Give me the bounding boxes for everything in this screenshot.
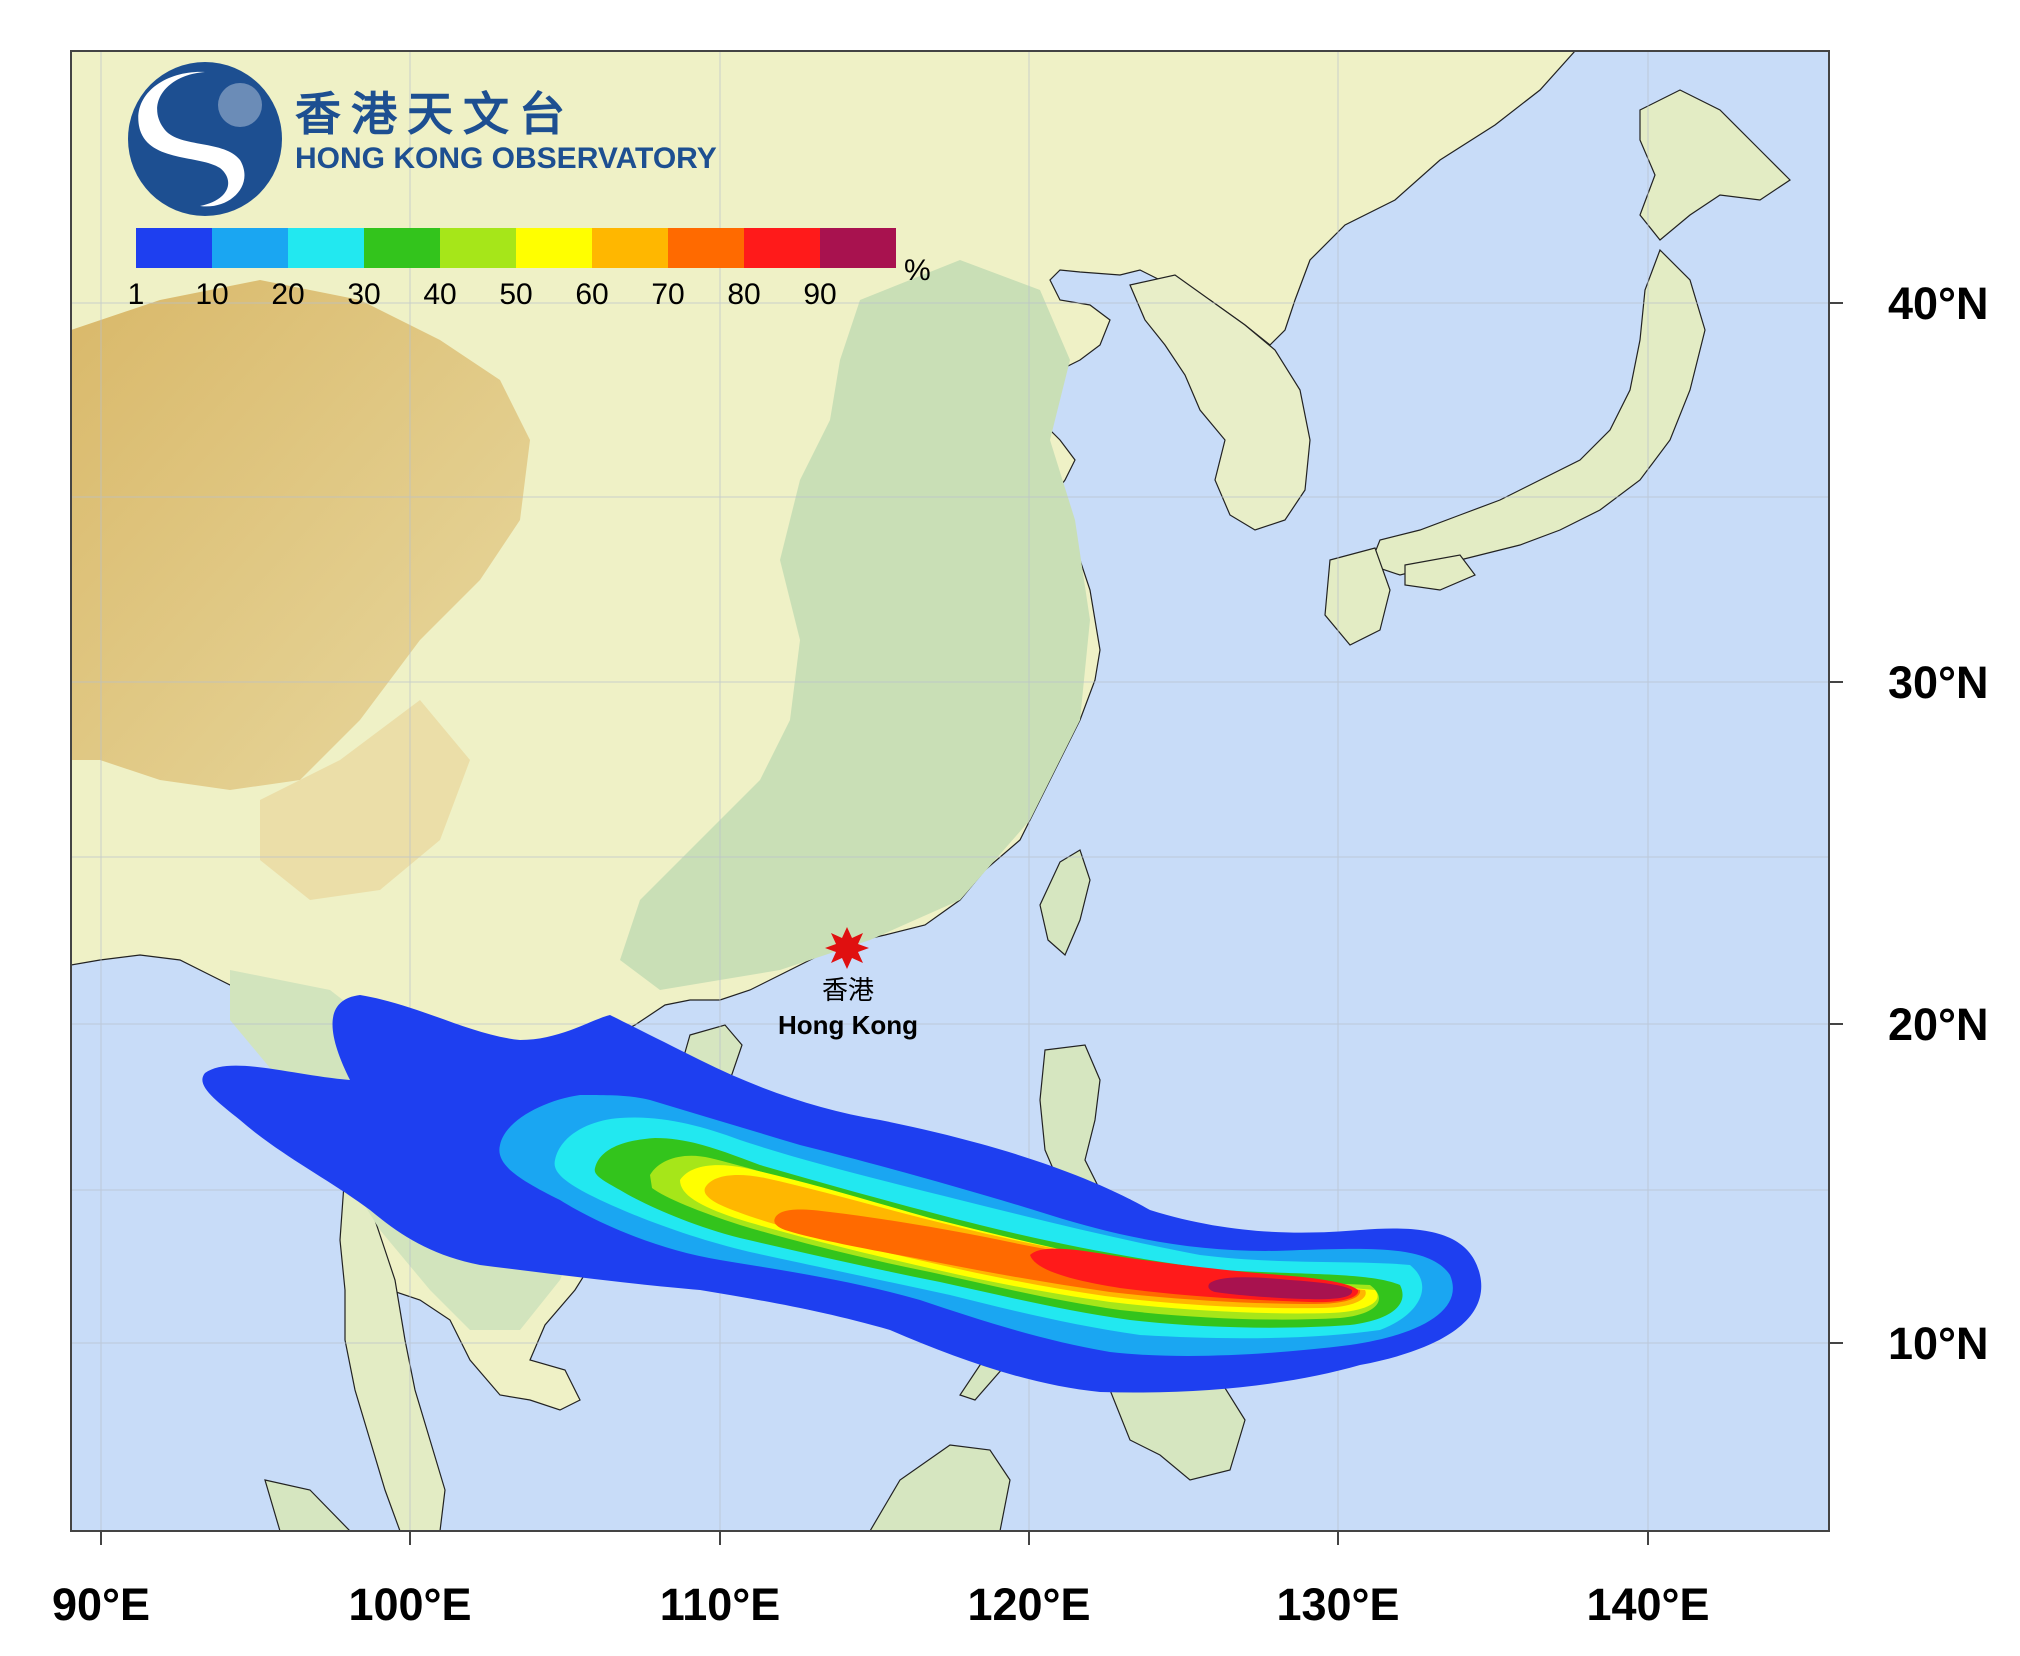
lat-label: 30°N bbox=[1888, 657, 1989, 708]
taiwan bbox=[1039, 849, 1091, 956]
colorbar-swatch bbox=[516, 228, 592, 268]
lon-label: 140°E bbox=[1586, 1579, 1709, 1630]
colorbar-swatch bbox=[136, 228, 212, 268]
japan-honshu bbox=[1369, 248, 1706, 576]
tibetan-plateau bbox=[71, 280, 530, 790]
colorbar-swatch bbox=[288, 228, 364, 268]
hong-kong-star-icon bbox=[825, 927, 869, 969]
sumatra bbox=[264, 1479, 351, 1531]
colorbar-tick-label: 90 bbox=[803, 278, 836, 311]
japan-shikoku bbox=[1404, 554, 1476, 591]
colorbar-swatch bbox=[364, 228, 440, 268]
hong-kong-label-zh: 香港 bbox=[822, 976, 874, 1006]
colorbar-tick-label: 80 bbox=[727, 278, 760, 311]
logo-name-zh: 香港天文台 bbox=[295, 87, 575, 141]
colorbar-swatch bbox=[820, 228, 896, 268]
colorbar-swatch bbox=[440, 228, 516, 268]
colorbar-swatch bbox=[592, 228, 668, 268]
hong-kong-marker: 香港 Hong Kong bbox=[778, 927, 918, 1040]
latitude-labels: 10°N 20°N 30°N 40°N bbox=[1888, 278, 1989, 1369]
lon-label: 130°E bbox=[1276, 1579, 1399, 1630]
colorbar-swatch bbox=[668, 228, 744, 268]
map-frame bbox=[70, 50, 1830, 1532]
japan-hokkaido bbox=[1639, 89, 1791, 241]
colorbar-tick-label: 10 bbox=[195, 278, 228, 311]
hong-kong-label-en: Hong Kong bbox=[778, 1010, 918, 1040]
colorbar-swatch bbox=[744, 228, 820, 268]
colorbar-tick-label: 20 bbox=[271, 278, 304, 311]
borneo bbox=[869, 1444, 1011, 1531]
longitude-labels: 90°E 100°E 110°E 120°E 130°E 140°E bbox=[52, 1579, 1710, 1630]
colorbar-tick-label: 40 bbox=[423, 278, 456, 311]
lat-label: 10°N bbox=[1888, 1318, 1989, 1369]
colorbar-swatch bbox=[212, 228, 288, 268]
colorbar-tick-label: 30 bbox=[347, 278, 380, 311]
axis-ticks bbox=[100, 302, 1843, 1545]
band-90 bbox=[1208, 1277, 1353, 1300]
observatory-logo: 香港天文台 HONG KONG OBSERVATORY bbox=[128, 62, 717, 216]
colorbar-tick-label: 1 bbox=[128, 278, 145, 311]
colorbar-legend: 1 10 20 30 40 50 60 70 80 90% bbox=[128, 228, 931, 311]
lat-label: 40°N bbox=[1888, 278, 1989, 329]
japan-kyushu bbox=[1324, 547, 1391, 646]
lon-label: 120°E bbox=[967, 1579, 1090, 1630]
malay-peninsula bbox=[339, 1168, 446, 1531]
colorbar-tick-label: 60 bbox=[575, 278, 608, 311]
lon-label: 90°E bbox=[52, 1579, 150, 1630]
korean-peninsula bbox=[1129, 274, 1311, 531]
logo-name-en: HONG KONG OBSERVATORY bbox=[295, 142, 717, 175]
colorbar-tick-label: 50 bbox=[499, 278, 532, 311]
colorbar-unit: % bbox=[904, 254, 931, 287]
lat-label: 20°N bbox=[1888, 999, 1989, 1050]
china-lowland bbox=[620, 260, 1090, 990]
lon-label: 110°E bbox=[660, 1579, 781, 1630]
lon-label: 100°E bbox=[348, 1579, 471, 1630]
probability-bands bbox=[202, 995, 1482, 1393]
colorbar-tick-label: 70 bbox=[651, 278, 684, 311]
sichuan-highland bbox=[260, 700, 470, 900]
